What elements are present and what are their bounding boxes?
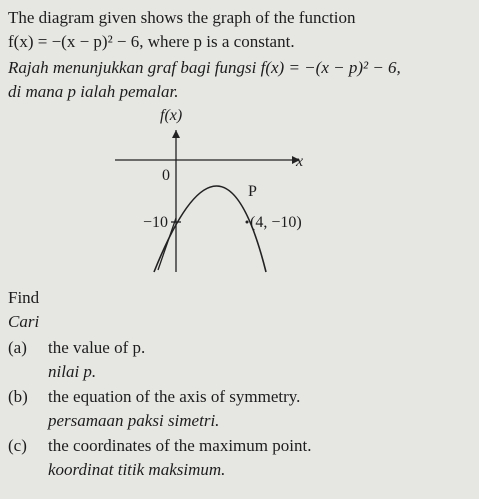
y-intercept-label: −10 (143, 214, 168, 231)
parabola (153, 185, 267, 273)
point (245, 220, 249, 224)
part-text: the equation of the axis of symmetry. (48, 387, 301, 406)
intro-line: f(x) = −(x − p)² − 6, where p is a const… (8, 32, 295, 51)
part-malay: persamaan paksi simetri. (48, 411, 220, 430)
point-label: (4, −10) (250, 214, 302, 231)
origin-label: 0 (162, 167, 170, 184)
intro-malay-line: Rajah menunjukkan graf bagi fungsi f(x) … (8, 58, 401, 77)
find-malay: Cari (8, 312, 40, 331)
handwritten-note: P (248, 183, 257, 200)
intro-line: The diagram given shows the graph of the… (8, 8, 356, 27)
intro-malay-line: di mana p ialah pemalar. (8, 82, 179, 101)
part-malay: nilai p. (48, 362, 97, 381)
y-label: f(x) (160, 107, 182, 124)
part-label: (a) (8, 338, 27, 357)
find: Find (8, 288, 40, 307)
part-malay: koordinat titik maksimum. (48, 460, 226, 479)
y-arrow (172, 130, 180, 138)
part-text: the value of p. (48, 338, 146, 357)
x-label: x (295, 153, 303, 170)
part-text: the coordinates of the maximum point. (48, 436, 312, 455)
part-label: (c) (8, 436, 27, 455)
part-label: (b) (8, 387, 28, 406)
x-arrow (292, 156, 300, 164)
